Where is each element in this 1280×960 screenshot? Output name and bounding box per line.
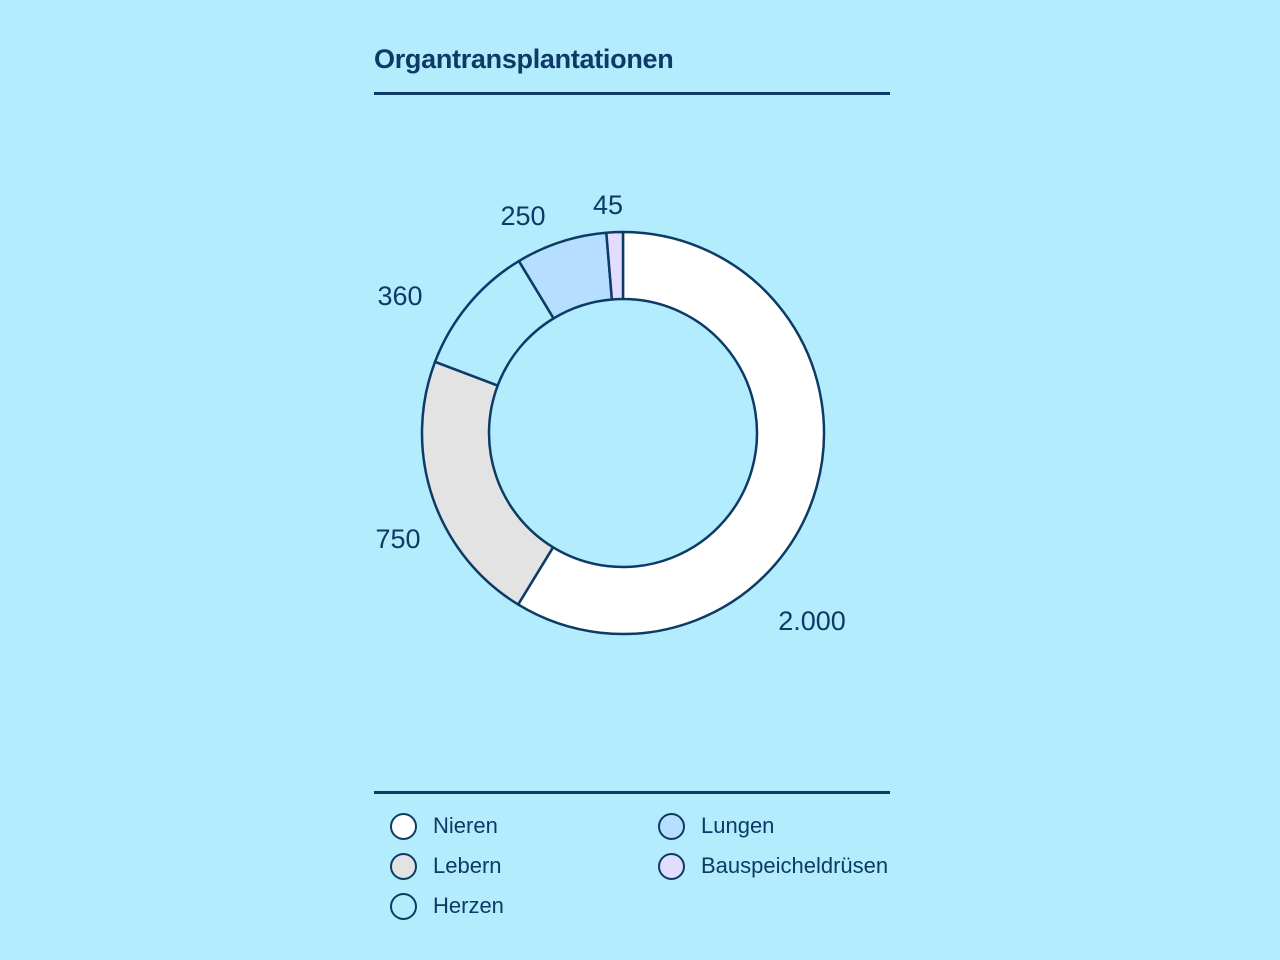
legend-label-nieren: Nieren — [433, 813, 498, 838]
legend-item-lungen: Lungen — [658, 810, 774, 842]
donut-chart: 2.000 750 360 250 45 — [375, 190, 845, 636]
legend-swatch-herzen — [390, 892, 417, 920]
title-divider — [374, 92, 890, 95]
legend-swatch-bauspeicheldruesen — [658, 852, 685, 880]
legend-swatch-lungen — [658, 812, 685, 840]
legend-swatch-lebern — [390, 852, 417, 880]
legend-item-bauspeicheldruesen: Bauspeicheldrüsen — [658, 850, 888, 882]
legend-item-nieren: Nieren — [390, 810, 498, 842]
slice-value-label-lungen: 250 — [500, 201, 545, 231]
donut-slices — [420, 230, 826, 636]
donut-slice-lebern — [420, 360, 555, 606]
slice-value-label-nieren: 2.000 — [778, 606, 846, 636]
legend-divider — [374, 791, 890, 794]
legend-label-lebern: Lebern — [433, 853, 502, 878]
donut-slice-nieren — [516, 230, 826, 636]
legend-item-herzen: Herzen — [390, 890, 504, 922]
donut-slice-bauspeicheldruesen — [605, 230, 625, 301]
donut-value-labels: 2.000 750 360 250 45 — [375, 190, 845, 636]
legend: Nieren Lebern Herzen Lungen Bauspeicheld… — [390, 806, 930, 936]
slice-value-label-lebern: 750 — [375, 524, 420, 554]
legend-label-bauspeicheldruesen: Bauspeicheldrüsen — [701, 853, 889, 878]
slice-value-label-bauspeicheldruesen: 45 — [593, 190, 623, 220]
legend-label-lungen: Lungen — [701, 813, 775, 838]
slice-value-label-herzen: 360 — [377, 281, 422, 311]
legend-label-herzen: Herzen — [433, 893, 504, 918]
legend-swatch-nieren — [390, 812, 417, 840]
legend-item-lebern: Lebern — [390, 850, 502, 882]
chart-title: Organtransplantationen — [374, 44, 674, 74]
